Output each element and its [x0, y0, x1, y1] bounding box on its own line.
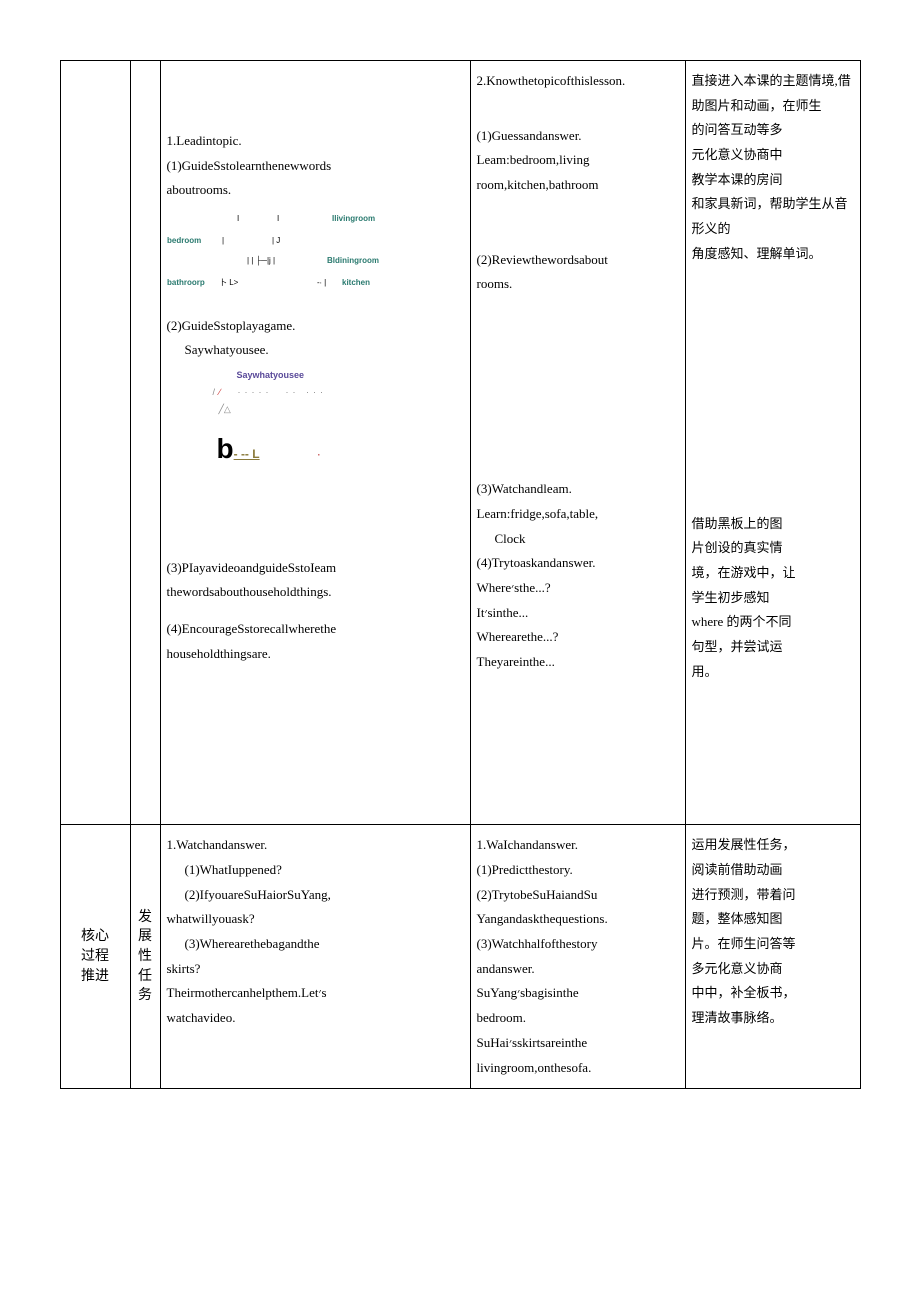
- text: Wherearethe...?: [477, 625, 679, 650]
- teacher-activity-cell: 1.Watchandanswer. (1)WhatIuppened? (2)If…: [160, 825, 470, 1089]
- text: 句型，并尝试运: [692, 635, 854, 660]
- bathroom-label: bathroorp: [167, 278, 205, 287]
- text: (1)Predictthestory.: [477, 858, 679, 883]
- task-cell-empty: [130, 61, 160, 825]
- text: watchavideo.: [167, 1006, 464, 1031]
- svg-text:Bldiningroom: Bldiningroom: [327, 256, 379, 265]
- bedroom-label: bedroom: [167, 236, 201, 245]
- text: (2)IfyouareSuHaiorSuYang,: [167, 883, 464, 908]
- text: 借助黑板上的图: [692, 512, 854, 537]
- student-activity-cell: 1.WaIchandanswer. (1)Predictthestory. (2…: [470, 825, 685, 1089]
- table-row: 1.Leadintopic. (1)GuideSstolearnthenewwo…: [60, 61, 860, 825]
- text: (1)WhatIuppened?: [167, 858, 464, 883]
- student-activity-cell: 2.Knowthetopicofthislesson. (1)Guessanda…: [470, 61, 685, 825]
- svg-text:|: |: [222, 236, 224, 245]
- stage-cell-empty: [60, 61, 130, 825]
- text: Saywhatyousee.: [167, 338, 464, 363]
- stage-label: 核心过程推进: [81, 927, 109, 986]
- text: andanswer.: [477, 957, 679, 982]
- text: Where׳sthe...?: [477, 576, 679, 601]
- say-what-you-see-diagram: Saywhatyousee /∕ ····· ·· ··· ╱△: [167, 367, 464, 418]
- design-intent-cell: 直接进入本课的主题情境,借助图片和动画，在师生 的问答互动等多 元化意义协商中 …: [685, 61, 860, 825]
- table-row: 核心过程推进 发展性任务 1.Watchandanswer. (1)WhatIu…: [60, 825, 860, 1089]
- text: (3)PIayavideoandguideSstoIeam: [167, 556, 464, 581]
- task-label-cell: 发展性任务: [130, 825, 160, 1089]
- text: (2)Reviewthewordsabout: [477, 248, 679, 273]
- text: thewordsabouthouseholdthings.: [167, 580, 464, 605]
- text: 2.Knowthetopicofthislesson.: [477, 69, 679, 94]
- text: 1.Leadintopic.: [167, 129, 464, 154]
- text: (4)Trytoaskandanswer.: [477, 551, 679, 576]
- svg-text:| J: | J: [272, 236, 280, 245]
- task-label: 发展性任务: [138, 908, 152, 1006]
- rooms-diagram: I I Ilivingroom bedroom | | J | | ├─|j |…: [167, 207, 464, 306]
- text: (1)GuideSstolearnthenewwords: [167, 154, 464, 179]
- kitchen-label: kitchen: [342, 278, 370, 287]
- text: where 的两个不同: [692, 610, 854, 635]
- text: whatwillyouask?: [167, 907, 464, 932]
- svg-text:I: I: [237, 214, 239, 223]
- text: 元化意义协商中: [692, 143, 854, 168]
- teacher-activity-cell: 1.Leadintopic. (1)GuideSstolearnthenewwo…: [160, 61, 470, 825]
- text: SuYang׳sbagisinthe: [477, 981, 679, 1006]
- text: (3)Watchhalfofthestory: [477, 932, 679, 957]
- text: room,kitchen,bathroom: [477, 173, 679, 198]
- text: 理清故事脉络。: [692, 1006, 854, 1031]
- text: (1)Guessandanswer.: [477, 124, 679, 149]
- svg-text:卜 L>: 卜 L>: [219, 278, 239, 287]
- text: 题，整体感知图: [692, 907, 854, 932]
- text: 运用发展性任务，: [692, 833, 854, 858]
- text: (3)Watchandleam.: [477, 477, 679, 502]
- text: 的问答互动等多: [692, 118, 854, 143]
- livingroom-label: Ilivingroom: [332, 214, 375, 223]
- text: 和家具新词，帮助学生从音形义的: [692, 192, 854, 241]
- text: 中中，补全板书，: [692, 981, 854, 1006]
- text: skirts?: [167, 957, 464, 982]
- text: Clock: [477, 527, 679, 552]
- text: (2)GuideSstoplayagame.: [167, 314, 464, 339]
- text: 角度感知、理解单词。: [692, 242, 854, 267]
- text: 进行预测，带着问: [692, 883, 854, 908]
- text: 片创设的真实情: [692, 536, 854, 561]
- text: householdthingsare.: [167, 642, 464, 667]
- text: 境，在游戏中，让: [692, 561, 854, 586]
- text: bedroom.: [477, 1006, 679, 1031]
- big-b-glyph: b- -- L ·: [167, 422, 464, 475]
- text: Learn:fridge,sofa,table,: [477, 502, 679, 527]
- text: (4)EncourageSstorecallwherethe: [167, 617, 464, 642]
- text: 用。: [692, 660, 854, 685]
- text: 1.Watchandanswer.: [167, 833, 464, 858]
- text: aboutrooms.: [167, 178, 464, 203]
- text: rooms.: [477, 272, 679, 297]
- text: Leam:bedroom,living: [477, 148, 679, 173]
- svg-text:I: I: [277, 214, 279, 223]
- text: 1.WaIchandanswer.: [477, 833, 679, 858]
- text: livingroom,onthesofa.: [477, 1056, 679, 1081]
- svg-text:| | ├─|j |: | | ├─|j |: [247, 255, 275, 266]
- text: (2)TrytobeSuHaiandSu: [477, 883, 679, 908]
- text: 直接进入本课的主题情境,借助图片和动画，在师生: [692, 69, 854, 118]
- text: Yangandaskthequestions.: [477, 907, 679, 932]
- text: Theirmothercanhelpthem.Let׳s: [167, 981, 464, 1006]
- text: 教学本课的房间: [692, 168, 854, 193]
- design-intent-cell: 运用发展性任务， 阅读前借助动画 进行预测，带着问 题，整体感知图 片。在师生问…: [685, 825, 860, 1089]
- svg-text:-∙ |: -∙ |: [317, 278, 326, 287]
- text: 学生初步感知: [692, 586, 854, 611]
- text: 阅读前借助动画: [692, 858, 854, 883]
- lesson-plan-table: 1.Leadintopic. (1)GuideSstolearnthenewwo…: [60, 60, 861, 1089]
- text: It׳sinthe...: [477, 601, 679, 626]
- text: 多元化意义协商: [692, 957, 854, 982]
- stage-label-cell: 核心过程推进: [60, 825, 130, 1089]
- diagram-title: Saywhatyousee: [207, 367, 464, 384]
- text: SuHai׳sskirtsareinthe: [477, 1031, 679, 1056]
- text: Theyareinthe...: [477, 650, 679, 675]
- text: 片。在师生问答等: [692, 932, 854, 957]
- text: (3)Wherearethebagandthe: [167, 932, 464, 957]
